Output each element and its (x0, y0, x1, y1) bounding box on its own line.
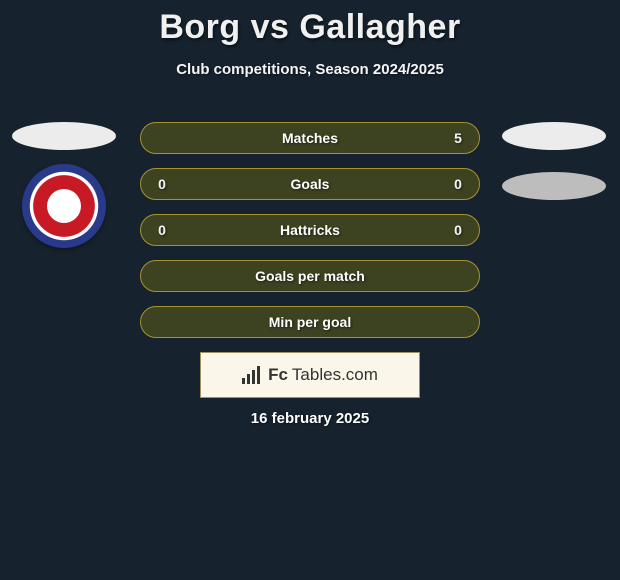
site-name-prefix: Fc (268, 365, 288, 385)
stat-label: Min per goal (171, 314, 449, 330)
stat-row-min-per-goal: Min per goal (140, 306, 480, 338)
stat-row-matches: Matches 5 (140, 122, 480, 154)
stat-right-value: 5 (449, 130, 467, 146)
stat-label: Matches (171, 130, 449, 146)
stat-row-goals-per-match: Goals per match (140, 260, 480, 292)
stats-panel: Matches 5 0 Goals 0 0 Hattricks 0 Goals … (140, 122, 480, 352)
stat-right-value: 0 (449, 222, 467, 238)
right-player-column (498, 122, 610, 222)
site-name-suffix: Tables.com (292, 365, 378, 385)
stat-label: Hattricks (171, 222, 449, 238)
page-subtitle: Club competitions, Season 2024/2025 (0, 61, 620, 78)
stat-label: Goals (171, 176, 449, 192)
player1-avatar-placeholder (12, 122, 116, 150)
player1-club-badge (22, 164, 106, 248)
stat-row-hattricks: 0 Hattricks 0 (140, 214, 480, 246)
left-player-column (8, 122, 120, 248)
bars-icon (242, 366, 260, 384)
stat-left-value: 0 (153, 176, 171, 192)
page-title: Borg vs Gallagher (0, 0, 620, 47)
stat-row-goals: 0 Goals 0 (140, 168, 480, 200)
player2-avatar-placeholder (502, 122, 606, 150)
stat-right-value: 0 (449, 176, 467, 192)
player2-club-placeholder (502, 172, 606, 200)
site-logo[interactable]: FcTables.com (200, 352, 420, 398)
stat-label: Goals per match (171, 268, 449, 284)
stat-left-value: 0 (153, 222, 171, 238)
update-date: 16 february 2025 (0, 410, 620, 427)
